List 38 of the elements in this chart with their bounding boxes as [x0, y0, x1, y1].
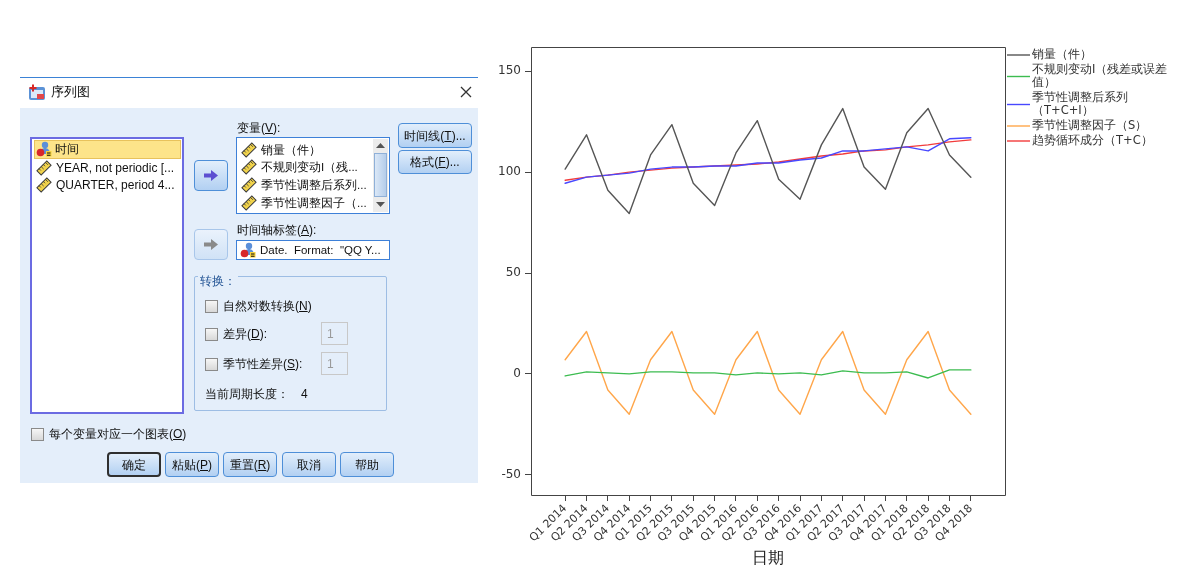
text: 1	[327, 356, 334, 372]
text: 当前周期长度：	[205, 386, 289, 402]
text: 变量(V):	[237, 120, 281, 136]
text: YEAR, not periodic [...	[56, 160, 175, 176]
legend-label: 趋势循环成分（T+C）	[1032, 132, 1153, 147]
legend-label: 销量（件）	[1031, 46, 1092, 61]
text: 序列图	[51, 84, 90, 100]
legend-label: 季节性调整因子（S）	[1032, 117, 1148, 132]
button: 确定	[107, 452, 161, 477]
text: 转换：	[198, 273, 238, 289]
text: 自然对数转换(N)	[223, 298, 312, 314]
text: 销量（件）	[261, 143, 321, 158]
y-tick-label: 100	[498, 164, 521, 179]
y-tick-label: 0	[513, 366, 521, 381]
text: 不规则变动I（残...	[261, 160, 358, 175]
text: 差异(D):	[223, 326, 268, 342]
button: 粘贴(P)	[165, 452, 219, 477]
button: 格式(F)...	[398, 150, 472, 174]
legend-label: 不规则变动I（残差或误差值）	[1032, 61, 1168, 89]
text: 季节性调整因子（...	[261, 196, 367, 211]
x-axis-title: 日期	[752, 547, 784, 567]
text: 季节性差异(S):	[223, 356, 303, 372]
button: 时间线(T)...	[398, 123, 472, 148]
y-tick-label: -50	[501, 466, 521, 481]
text: 季节性调整后系列...	[261, 178, 367, 193]
text: QUARTER, period 4...	[56, 177, 175, 193]
text: 时间轴标签(A):	[237, 222, 317, 238]
text: Date. Format: "QQ Y...	[260, 243, 381, 258]
text: 每个变量对应一个图表(O)	[49, 426, 187, 442]
y-tick-label: 50	[505, 265, 521, 280]
button: 取消	[282, 452, 336, 477]
button: 重置(R)	[223, 452, 277, 477]
text: 1	[327, 326, 334, 342]
text: 4	[301, 386, 308, 402]
legend-label: 季节性调整后系列（T+C+I）	[1032, 89, 1128, 117]
y-tick-label: 150	[498, 63, 521, 78]
button: 帮助	[340, 452, 394, 477]
text: 时间	[55, 141, 79, 157]
